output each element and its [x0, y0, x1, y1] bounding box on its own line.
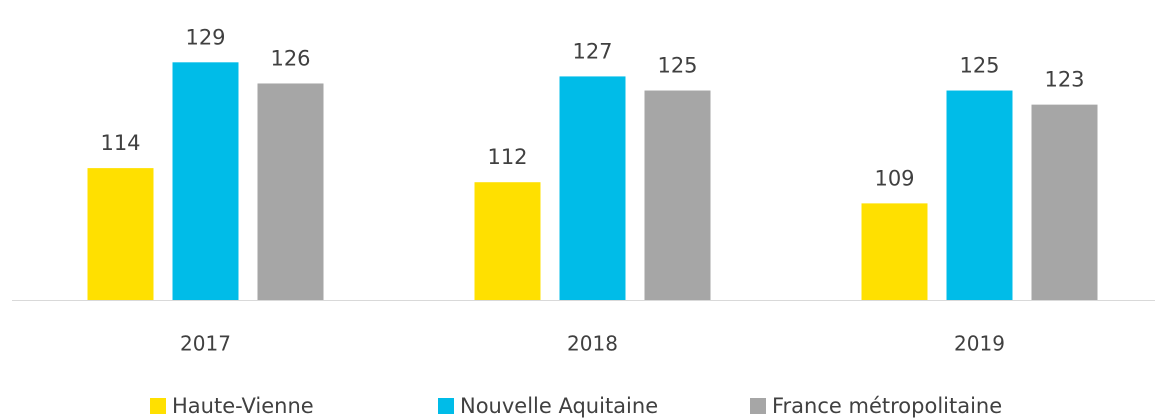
legend-swatch	[750, 398, 766, 414]
value-label: 112	[487, 145, 527, 169]
bar	[1031, 104, 1098, 300]
value-label: 129	[185, 25, 225, 49]
value-label: 125	[959, 54, 999, 78]
bar	[474, 182, 541, 300]
bar	[559, 76, 626, 300]
legend-label: Nouvelle Aquitaine	[460, 394, 658, 418]
value-label: 125	[657, 54, 697, 78]
value-label: 127	[572, 39, 612, 63]
legend-swatch	[438, 398, 454, 414]
bar	[861, 203, 928, 300]
legend-label: France métropolitaine	[772, 394, 1002, 418]
x-tick-label: 2019	[954, 332, 1005, 356]
legend-label: Haute-Vienne	[172, 394, 314, 418]
legend-swatch	[150, 398, 166, 414]
x-tick-label: 2018	[567, 332, 618, 356]
x-tick-label: 2017	[180, 332, 231, 356]
value-label: 126	[270, 46, 310, 70]
value-label: 123	[1044, 68, 1084, 92]
bar	[172, 62, 239, 300]
value-label: 109	[874, 166, 914, 190]
bar	[257, 83, 324, 300]
bar	[644, 90, 711, 301]
bar	[87, 168, 154, 300]
value-label: 114	[100, 131, 140, 155]
bar	[946, 90, 1013, 301]
